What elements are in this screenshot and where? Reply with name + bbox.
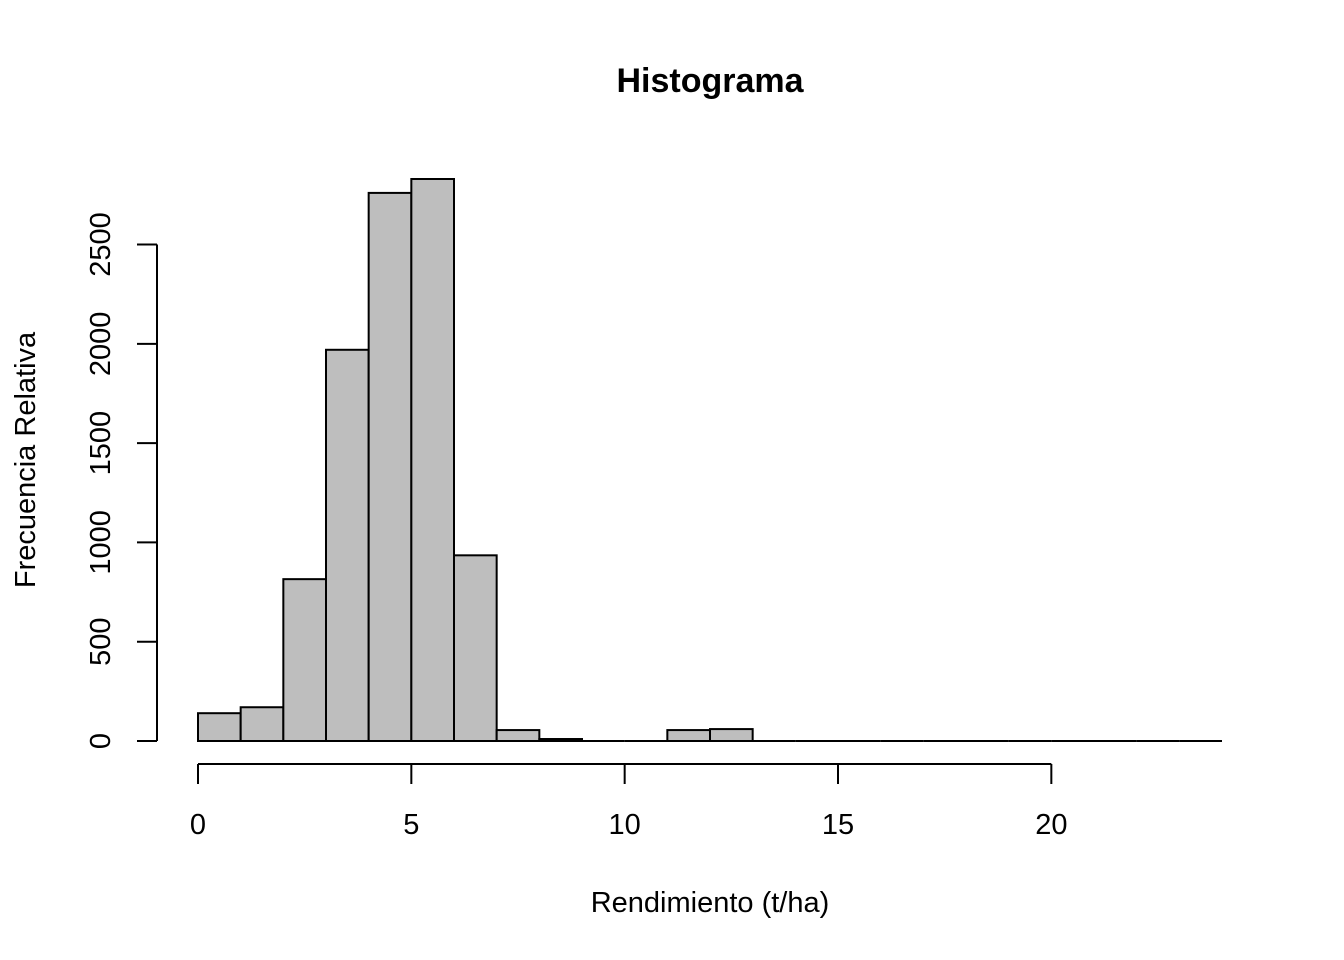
x-tick-label-5: 5 [403, 809, 419, 841]
x-axis: 0 5 10 15 20 [190, 763, 1067, 841]
bars-group [197, 178, 1222, 743]
y-axis-label: Frecuencia Relativa [10, 331, 42, 588]
histogram-bar-8-9 [538, 738, 583, 743]
y-tick-label-500: 500 [85, 618, 117, 666]
x-tick-label-15: 15 [822, 809, 854, 841]
histogram-bar-12-13 [709, 728, 754, 742]
x-tick-label-0: 0 [190, 809, 206, 841]
y-tick-label-1000: 1000 [85, 510, 117, 575]
histogram-bar-6-7 [453, 554, 498, 742]
histogram-bar-11-12 [666, 729, 711, 743]
x-tick-label-20: 20 [1035, 809, 1067, 841]
chart-title: Histograma [616, 62, 804, 100]
y-tick-label-2500: 2500 [85, 212, 117, 277]
histogram-bar-4-5 [367, 191, 413, 742]
y-tick-label-0: 0 [85, 733, 117, 749]
histogram-bar-0-1 [197, 712, 242, 742]
x-tick-label-10: 10 [609, 809, 641, 841]
histogram-bar-3-4 [325, 348, 370, 742]
x-axis-label: Rendimiento (t/ha) [591, 887, 830, 919]
y-tick-label-2000: 2000 [85, 312, 117, 377]
histogram-bar-7-8 [495, 729, 541, 743]
histogram-bar-1-2 [239, 706, 285, 743]
y-tick-label-1500: 1500 [85, 411, 117, 476]
histogram-bar-5-6 [410, 178, 456, 742]
histogram-bar-2-3 [282, 578, 328, 742]
y-axis: 0 500 1000 1500 2000 2500 [85, 212, 158, 749]
